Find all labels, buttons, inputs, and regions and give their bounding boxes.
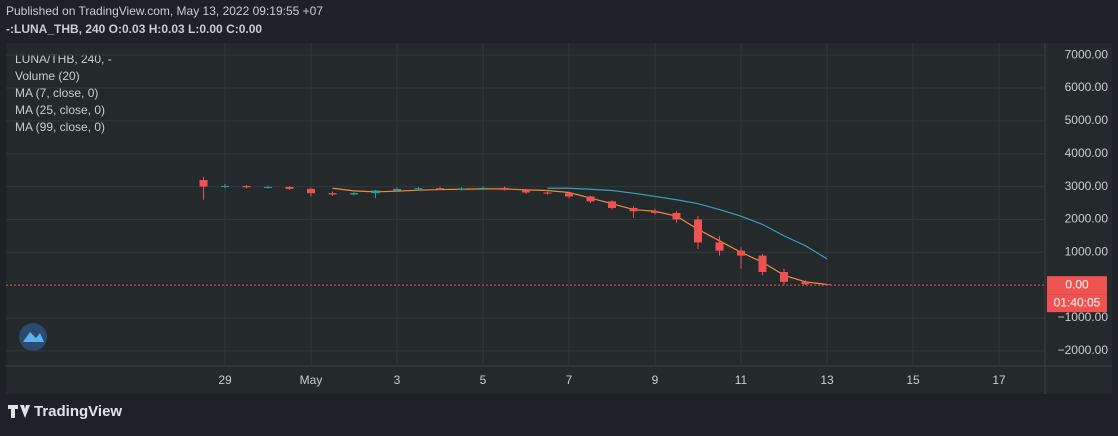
x-tick-label: May bbox=[300, 373, 323, 387]
y-tick-label: 5000.00 bbox=[1065, 113, 1109, 127]
countdown-badge bbox=[1047, 294, 1107, 313]
candle-body bbox=[672, 212, 681, 220]
x-tick-label: 15 bbox=[906, 373, 920, 387]
candle-body bbox=[328, 193, 337, 195]
ma-line bbox=[547, 187, 828, 260]
x-tick-label: 13 bbox=[820, 373, 834, 387]
candle-body bbox=[350, 193, 358, 195]
candle-body bbox=[586, 196, 595, 202]
candle-body bbox=[694, 219, 702, 243]
brand-name: TradingView bbox=[34, 403, 122, 420]
candle-body bbox=[199, 180, 208, 187]
x-tick-label: 11 bbox=[735, 373, 748, 387]
candle-body bbox=[543, 192, 552, 194]
legend-entry: MA (99, close, 0) bbox=[15, 120, 105, 134]
y-tick-label: 6000.00 bbox=[1065, 80, 1109, 94]
y-tick-label: 1000.00 bbox=[1065, 244, 1109, 258]
candle-body bbox=[436, 188, 444, 190]
countdown-label: 01:40:05 bbox=[1054, 295, 1101, 309]
candle-body bbox=[457, 188, 466, 190]
ohlc-text: -:LUNA_THB, 240 O:0.03 H:0.03 L:0.00 C:0… bbox=[6, 22, 262, 36]
last-price-badge bbox=[1047, 276, 1107, 295]
candle-body bbox=[629, 207, 638, 212]
time-axis bbox=[6, 366, 1112, 394]
candle-body bbox=[565, 193, 573, 197]
logo-icon bbox=[23, 332, 44, 342]
candle-body bbox=[393, 188, 401, 191]
candle-body bbox=[307, 188, 315, 194]
candle-body bbox=[758, 255, 767, 273]
legend-entry: MA (25, close, 0) bbox=[15, 103, 105, 117]
legend-entry: MA (7, close, 0) bbox=[15, 86, 98, 100]
last-price-label: 0.00 bbox=[1065, 277, 1089, 291]
legend-entry: Volume (20) bbox=[15, 69, 80, 83]
candle-body bbox=[608, 201, 616, 208]
x-tick-label: 3 bbox=[394, 373, 401, 387]
candle-body bbox=[801, 281, 810, 285]
candle-body bbox=[500, 187, 509, 190]
candle-body bbox=[371, 190, 380, 194]
y-tick-label: 4000.00 bbox=[1065, 146, 1109, 160]
x-tick-label: 29 bbox=[218, 373, 232, 387]
y-tick-label: 3000.00 bbox=[1065, 179, 1109, 193]
candle-body bbox=[264, 186, 272, 188]
symbol-title: LUNA/THB, 240, - bbox=[15, 52, 112, 66]
x-tick-label: 17 bbox=[992, 373, 1006, 387]
candle-body bbox=[522, 189, 530, 193]
candle-body bbox=[737, 250, 745, 256]
candle-body bbox=[221, 185, 229, 187]
x-tick-label: 7 bbox=[566, 373, 573, 387]
candle-body bbox=[780, 272, 788, 282]
candle-body bbox=[414, 188, 423, 190]
candle-body bbox=[479, 187, 487, 189]
candle-body bbox=[242, 185, 251, 188]
x-tick-label: 5 bbox=[480, 373, 487, 387]
candle-body bbox=[651, 211, 659, 213]
x-tick-label: 9 bbox=[652, 373, 659, 387]
y-tick-label: 2000.00 bbox=[1065, 212, 1109, 226]
candle-body bbox=[285, 186, 294, 189]
plot-area bbox=[6, 43, 1045, 366]
candle-body bbox=[823, 284, 831, 286]
published-text: Published on TradingView.com, May 13, 20… bbox=[6, 4, 323, 18]
candle-body bbox=[715, 242, 724, 251]
brand-logo bbox=[8, 405, 30, 418]
y-tick-label: 7000.00 bbox=[1065, 47, 1109, 61]
y-tick-label: −1000.00 bbox=[1058, 310, 1109, 324]
y-tick-label: −2000.00 bbox=[1058, 343, 1109, 357]
